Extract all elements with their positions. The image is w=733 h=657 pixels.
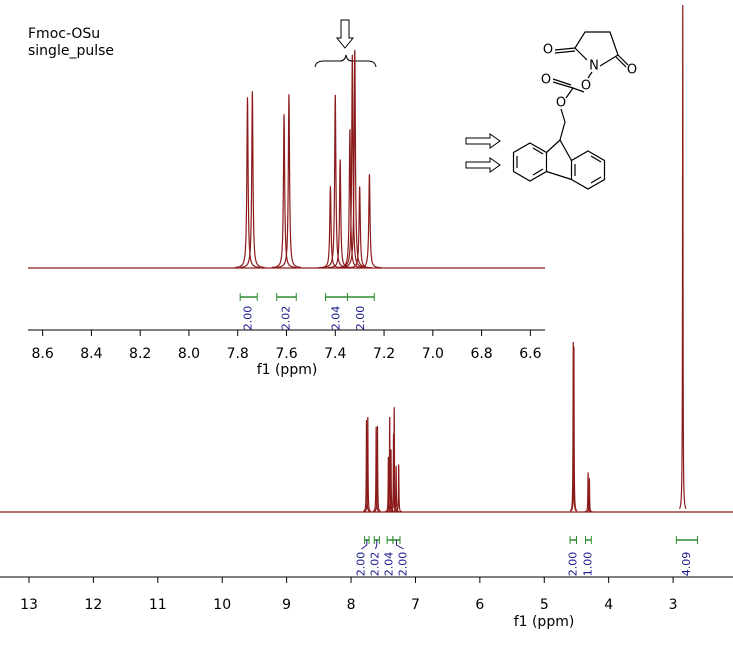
x-tick-label: 5 [540,597,549,613]
x-tick-label: 12 [84,597,102,613]
integral-label: 2.00 [566,552,579,577]
atom-label: O [581,79,591,94]
peak [323,94,348,268]
chart-title: Fmoc-OSu [28,26,100,42]
x-tick-label: 6 [475,597,484,613]
peak [372,426,380,513]
x-tick-label: 6.6 [519,346,541,362]
peak [364,416,372,512]
peak [363,419,370,512]
peak [569,341,577,512]
x-tick-label: 6.8 [470,346,492,362]
integral-label: 2.04 [329,306,342,331]
peak [570,345,578,512]
peak [395,464,403,513]
x-tick-label: 7.4 [324,346,346,362]
x-tick-label: 8.6 [31,346,53,362]
integral-label: 2.00 [354,306,367,331]
peak [374,425,381,513]
peak [678,5,687,510]
x-tick-label: 7.2 [373,346,395,362]
x-tick-label: 7.6 [275,346,297,362]
peak [340,54,365,268]
peak [347,186,372,269]
integral-label: 1.00 [581,552,594,577]
x-tick-label: 3 [669,597,678,613]
molecule-labels: O N O O O O [541,43,637,111]
x-tick-label: 9 [282,597,291,613]
integral-label: 2.04 [383,552,396,577]
molecule [512,31,629,190]
peak [271,113,297,269]
x-axis-label: f1 (ppm) [257,362,318,378]
peak [240,90,265,268]
integral-label: 4.09 [680,552,693,577]
atom-label: O [556,96,566,111]
x-tick-label: 7 [411,597,420,613]
peak [357,173,382,269]
integral-label: 2.02 [280,306,293,331]
x-tick-label: 8 [347,597,356,613]
x-tick-label: 4 [604,597,613,613]
peak [342,49,368,268]
atom-label: O [541,73,551,88]
leader [395,540,404,550]
annotation [314,19,501,173]
x-tick-label: 7.8 [227,346,249,362]
x-tick-label: 7.0 [422,346,444,362]
chart-subtitle: single_pulse [28,43,114,59]
integral-label: 2.00 [242,306,255,331]
x-tick-label: 11 [149,597,167,613]
integral-label: 2.02 [369,552,382,577]
peak [235,96,260,268]
peak [386,416,394,512]
leader [375,540,378,550]
x-axis-label: f1 (ppm) [514,614,575,630]
leader [361,540,368,550]
integral-label: 2.00 [355,552,368,577]
integral-label: 2.00 [397,552,410,577]
x-tick-label: 8.0 [178,346,200,362]
x-tick-label: 13 [20,597,38,613]
peak [586,477,593,513]
peak [276,93,302,268]
atom-label: N [589,59,599,74]
x-tick-label: 8.2 [129,346,151,362]
atom-label: O [627,63,637,78]
x-tick-label: 8.4 [80,346,102,362]
peak [584,472,592,513]
x-tick-label: 10 [213,597,231,613]
atom-label: O [543,43,553,58]
